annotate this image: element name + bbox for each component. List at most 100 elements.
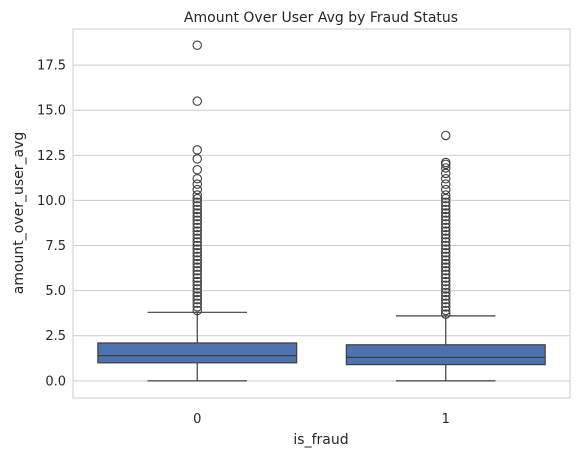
outlier-point <box>192 197 203 207</box>
outlier-point <box>440 309 451 319</box>
outlier-point <box>440 237 451 247</box>
outlier-point <box>440 291 451 301</box>
outlier-point <box>192 233 203 244</box>
outlier-point <box>192 184 203 195</box>
outlier-point <box>192 201 203 211</box>
outlier-point <box>440 284 451 294</box>
outlier-point <box>192 302 203 312</box>
outlier-point <box>440 247 451 258</box>
outlier-point <box>192 219 203 229</box>
outlier-point <box>192 255 203 265</box>
outlier-point <box>192 40 203 50</box>
y-tick-label: 7.5 <box>45 239 66 254</box>
outlier-point <box>440 184 451 195</box>
outlier-point <box>192 211 203 222</box>
outlier-point <box>440 266 451 276</box>
outlier-point <box>440 294 451 305</box>
outlier-point <box>192 222 203 233</box>
outlier-point <box>192 287 203 298</box>
outlier-point <box>192 280 203 290</box>
outlier-point <box>192 237 203 247</box>
outlier-point <box>192 208 203 218</box>
outlier-point <box>192 269 203 280</box>
outlier-point <box>192 244 203 254</box>
outlier-point <box>440 130 451 141</box>
outlier-point <box>440 197 451 207</box>
y-axis-label: amount_over_user_avg <box>11 132 27 295</box>
boxes <box>97 40 546 382</box>
outlier-point <box>440 244 451 254</box>
outlier-point <box>192 240 203 251</box>
outlier-point <box>440 219 451 229</box>
outlier-point <box>192 193 203 204</box>
outlier-point <box>440 226 451 236</box>
outlier-point <box>192 190 203 200</box>
y-tick-label: 0.0 <box>45 374 66 389</box>
iqr-box <box>97 342 298 364</box>
outlier-point <box>192 247 203 258</box>
outlier-point <box>440 258 451 269</box>
outlier-point <box>440 273 451 283</box>
outlier-point <box>440 190 451 200</box>
outlier-point <box>440 233 451 244</box>
outlier-point <box>440 163 451 173</box>
y-tick-label: 15.0 <box>37 104 66 119</box>
outlier-point <box>192 251 203 262</box>
outlier-point <box>440 215 451 226</box>
outlier-point <box>192 204 203 215</box>
outlier-point <box>440 174 451 184</box>
outlier-point <box>192 262 203 272</box>
outlier-point <box>440 211 451 222</box>
outlier-point <box>192 229 203 240</box>
outlier-point <box>440 262 451 272</box>
outlier-point <box>440 193 451 204</box>
y-tick-label: 5.0 <box>45 284 66 299</box>
outlier-point <box>440 157 451 168</box>
outlier-point <box>192 154 203 164</box>
outlier-point <box>192 215 203 226</box>
outlier-point <box>440 276 451 287</box>
outlier-point <box>192 291 203 301</box>
outlier-point <box>440 222 451 233</box>
outlier-point <box>440 229 451 240</box>
outlier-point <box>192 298 203 309</box>
outlier-point <box>440 179 451 189</box>
outlier-point <box>440 168 451 179</box>
outlier-point <box>192 305 203 316</box>
outlier-point <box>440 208 451 218</box>
x-tick-label: 1 <box>442 412 450 427</box>
iqr-box <box>345 344 546 366</box>
outlier-point <box>192 164 203 175</box>
outlier-point <box>192 284 203 294</box>
chart-title: Amount Over User Avg by Fraud Status <box>184 10 458 26</box>
outlier-point <box>192 276 203 287</box>
outlier-point <box>440 255 451 265</box>
outlier-point <box>192 273 203 283</box>
outlier-point <box>192 226 203 236</box>
outlier-point <box>440 240 451 251</box>
outlier-point <box>192 96 203 106</box>
outlier-point <box>440 204 451 215</box>
outlier-point <box>440 302 451 312</box>
outlier-point <box>440 251 451 262</box>
y-tick-label: 12.5 <box>37 149 66 164</box>
outlier-point <box>192 179 203 189</box>
outlier-point <box>192 145 203 155</box>
y-tick-label: 2.5 <box>45 329 66 344</box>
y-tick-label: 10.0 <box>37 194 66 209</box>
outlier-point <box>440 269 451 280</box>
outlier-point <box>440 201 451 211</box>
outlier-point <box>440 287 451 298</box>
x-tick-label: 0 <box>193 412 201 427</box>
x-axis-label: is_fraud <box>293 432 348 448</box>
outlier-point <box>192 258 203 269</box>
plot-area <box>72 28 571 399</box>
outlier-point <box>192 294 203 305</box>
outlier-point <box>192 266 203 276</box>
y-tick-labels: 0.0 2.5 5.0 7.5 10.0 12.5 15.0 17.5 <box>37 59 66 390</box>
y-tick-label: 17.5 <box>37 59 66 74</box>
outlier-point <box>440 280 451 290</box>
outlier-point <box>192 174 203 184</box>
